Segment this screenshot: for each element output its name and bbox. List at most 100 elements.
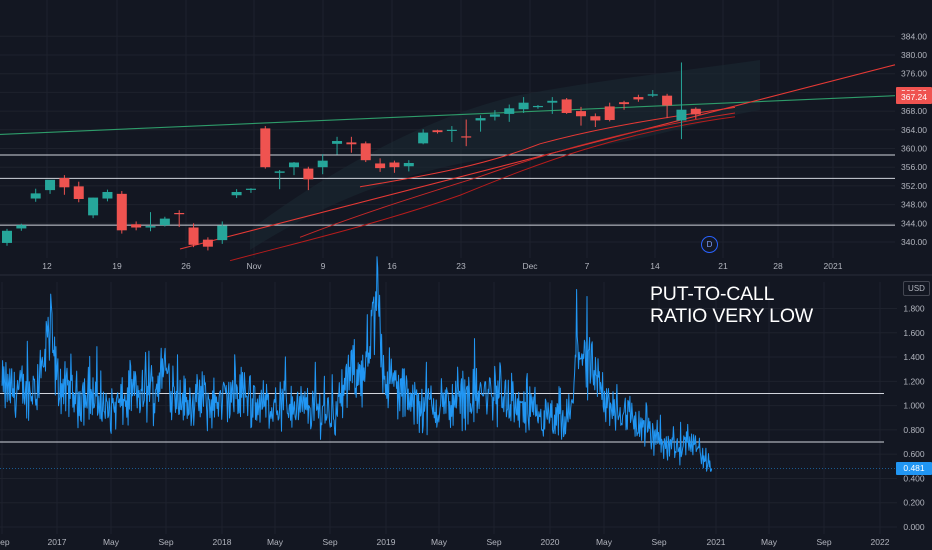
price-x-axis[interactable]: 12 19 26 Nov 9 16 23 Dec 7 14 21 28 2021 (42, 261, 842, 271)
price-y-tick: 376.00 (901, 69, 927, 79)
candle-body-up (45, 179, 56, 191)
candle-body-down (590, 116, 601, 121)
price-horizontal-levels (0, 154, 895, 226)
ratio-x-axis[interactable]: Sep 2017 May Sep 2018 May Sep 2019 May Sep 2020 May… (0, 537, 890, 547)
candle-body-down (604, 106, 615, 120)
ratio-line (1, 256, 713, 472)
price-x-tick: 9 (321, 261, 326, 271)
price-y-tick: 352.00 (901, 181, 927, 191)
candle-body-up (2, 230, 12, 243)
candle-body-down (188, 227, 199, 245)
trendlines (0, 64, 896, 262)
price-x-tick: 19 (112, 261, 122, 271)
candle-body-up (518, 102, 529, 110)
ratio-y-tick: 0.800 (903, 425, 925, 435)
price-y-tick: 368.00 (901, 106, 927, 116)
ratio-x-tick: May (267, 537, 284, 547)
candle-body-down (375, 163, 386, 169)
candle-body-down (131, 224, 142, 228)
ratio-x-tick: May (431, 537, 448, 547)
last-price-tag: 367.24 (896, 91, 932, 104)
price-x-tick: 23 (456, 261, 466, 271)
candle-body-up (217, 225, 228, 241)
currency-label[interactable]: USD (903, 281, 930, 296)
ratio-x-tick: Sep (486, 537, 501, 547)
candle-body-down (346, 142, 357, 145)
ratio-last-value-tag: 0.481 (896, 462, 932, 475)
top-axis-fade (820, 0, 910, 8)
ratio-x-tick: 2021 (707, 537, 726, 547)
candle-body-down (576, 111, 586, 117)
candle-body-up (88, 197, 99, 216)
ratio-x-tick: Sep (0, 537, 10, 547)
ratio-y-tick: 1.800 (903, 303, 925, 313)
annotation-line-2: RATIO VERY LOW (650, 305, 813, 327)
price-y-tick: 344.00 (901, 218, 927, 228)
ratio-y-tick: 1.400 (903, 352, 925, 362)
candle-body-up (16, 225, 27, 229)
price-y-tick: 380.00 (901, 50, 927, 60)
price-x-tick: 28 (773, 261, 783, 271)
price-y-tick: 356.00 (901, 162, 927, 172)
candle-body-down (116, 193, 127, 231)
candle-body-up (647, 94, 658, 96)
price-x-tick: Dec (522, 261, 538, 271)
candle-body-up (676, 109, 687, 121)
price-y-tick: 340.00 (901, 237, 927, 247)
candle-body-down (174, 213, 185, 215)
candle-body-up (245, 188, 256, 190)
put-call-ratio-series (1, 256, 713, 472)
candle-body-down (633, 97, 644, 100)
candle-body-up (159, 218, 170, 226)
candle-body-up (418, 132, 429, 144)
ratio-y-tick: 1.600 (903, 328, 925, 338)
dividend-badge[interactable]: D (701, 236, 718, 253)
candle-body-up (403, 162, 414, 167)
price-x-tick: 12 (42, 261, 52, 271)
candle-body-up (317, 160, 328, 168)
candle-body-up (489, 114, 500, 117)
green-trendline (0, 95, 896, 136)
moving-average-mid (299, 112, 736, 238)
moving-average-slow (229, 116, 736, 262)
price-x-tick: 21 (718, 261, 728, 271)
ratio-y-axis[interactable]: 0.000 0.200 0.400 0.600 0.800 1.000 1.200 1.400… (903, 303, 925, 532)
price-y-tick: 384.00 (901, 31, 927, 41)
candle-body-down (202, 239, 213, 247)
candle-body-down (59, 177, 70, 188)
price-y-tick: 360.00 (901, 144, 927, 154)
price-x-tick: 16 (387, 261, 397, 271)
ratio-y-tick: 1.000 (903, 401, 925, 411)
ratio-x-tick: Sep (816, 537, 831, 547)
price-x-tick: Nov (246, 261, 262, 271)
candle-body-up (274, 171, 285, 173)
candle-body-down (303, 168, 314, 180)
annotation-line-1: PUT-TO-CALL (650, 283, 775, 305)
candle-body-up (289, 162, 299, 168)
ratio-x-tick: Sep (158, 537, 173, 547)
candle-body-down (461, 136, 472, 138)
price-x-tick: 2021 (824, 261, 843, 271)
candle-body-down (260, 128, 271, 168)
price-x-tick: 14 (650, 261, 660, 271)
candle-body-down (561, 99, 572, 113)
price-y-tick: 364.00 (901, 125, 927, 135)
candle-body-up (532, 105, 543, 108)
candle-body-down (432, 130, 443, 133)
ratio-x-tick: May (103, 537, 120, 547)
candle-body-up (332, 141, 343, 144)
candle-body-up (504, 108, 515, 114)
ratio-y-tick: 0.200 (903, 498, 925, 508)
candle-body-up (475, 118, 486, 121)
ratio-x-tick: Sep (322, 537, 337, 547)
price-y-tick: 348.00 (901, 200, 927, 210)
candle-body-up (446, 129, 457, 131)
ratio-x-tick: 2019 (377, 537, 396, 547)
ratio-x-tick: 2022 (871, 537, 890, 547)
ratio-x-tick: May (761, 537, 778, 547)
candle-body-down (690, 108, 701, 115)
price-x-tick: 26 (181, 261, 191, 271)
ratio-y-tick: 0.400 (903, 473, 925, 483)
candle-body-down (619, 102, 630, 105)
